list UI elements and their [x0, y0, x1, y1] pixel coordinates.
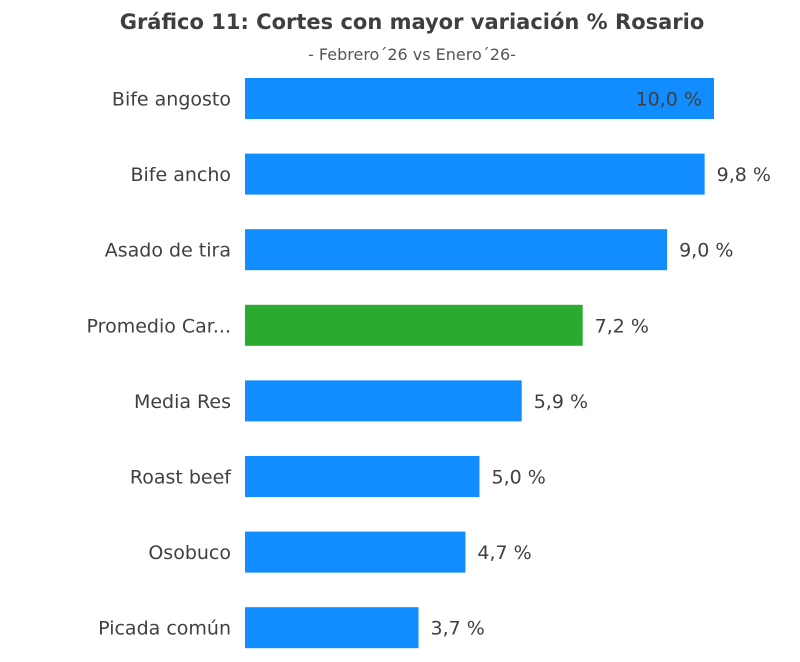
bar[interactable]	[245, 304, 583, 346]
bar[interactable]	[245, 456, 480, 497]
data-label: 5,0 %	[492, 467, 546, 489]
bar[interactable]	[245, 607, 419, 649]
data-label: 10,0 %	[636, 89, 702, 111]
data-label: 3,7 %	[431, 618, 485, 640]
bar[interactable]	[245, 153, 705, 195]
category-label: Media Res	[134, 391, 231, 413]
bar[interactable]	[245, 531, 466, 573]
bar[interactable]	[245, 78, 714, 119]
data-label: 4,7 %	[477, 542, 531, 564]
bar[interactable]	[245, 229, 668, 271]
category-label: Roast beef	[130, 467, 232, 489]
category-label: Bife angosto	[112, 89, 231, 111]
bar[interactable]	[245, 380, 522, 422]
category-label: Picada común	[98, 618, 231, 640]
chart-title: Gráfico 11: Cortes con mayor variación %…	[120, 10, 705, 34]
category-label: Osobuco	[148, 542, 231, 564]
data-label: 7,2 %	[595, 315, 649, 337]
category-label: Asado de tira	[105, 240, 231, 262]
category-label: Promedio Car...	[87, 315, 231, 337]
category-label: Bife ancho	[130, 164, 231, 186]
data-label: 9,8 %	[717, 164, 771, 186]
data-label: 9,0 %	[679, 240, 733, 262]
chart-subtitle: - Febrero´26 vs Enero´26-	[308, 45, 516, 64]
data-label: 5,9 %	[534, 391, 588, 413]
